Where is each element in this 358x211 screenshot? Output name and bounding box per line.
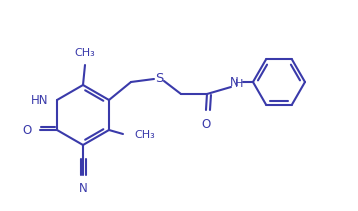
Text: O: O — [23, 123, 32, 137]
Text: O: O — [201, 118, 211, 131]
Text: N: N — [79, 182, 87, 195]
Text: CH₃: CH₃ — [74, 48, 95, 58]
Text: H: H — [235, 79, 243, 89]
Text: HN: HN — [30, 93, 48, 107]
Text: CH₃: CH₃ — [134, 130, 155, 140]
Text: N: N — [229, 76, 238, 88]
Text: S: S — [155, 72, 163, 84]
